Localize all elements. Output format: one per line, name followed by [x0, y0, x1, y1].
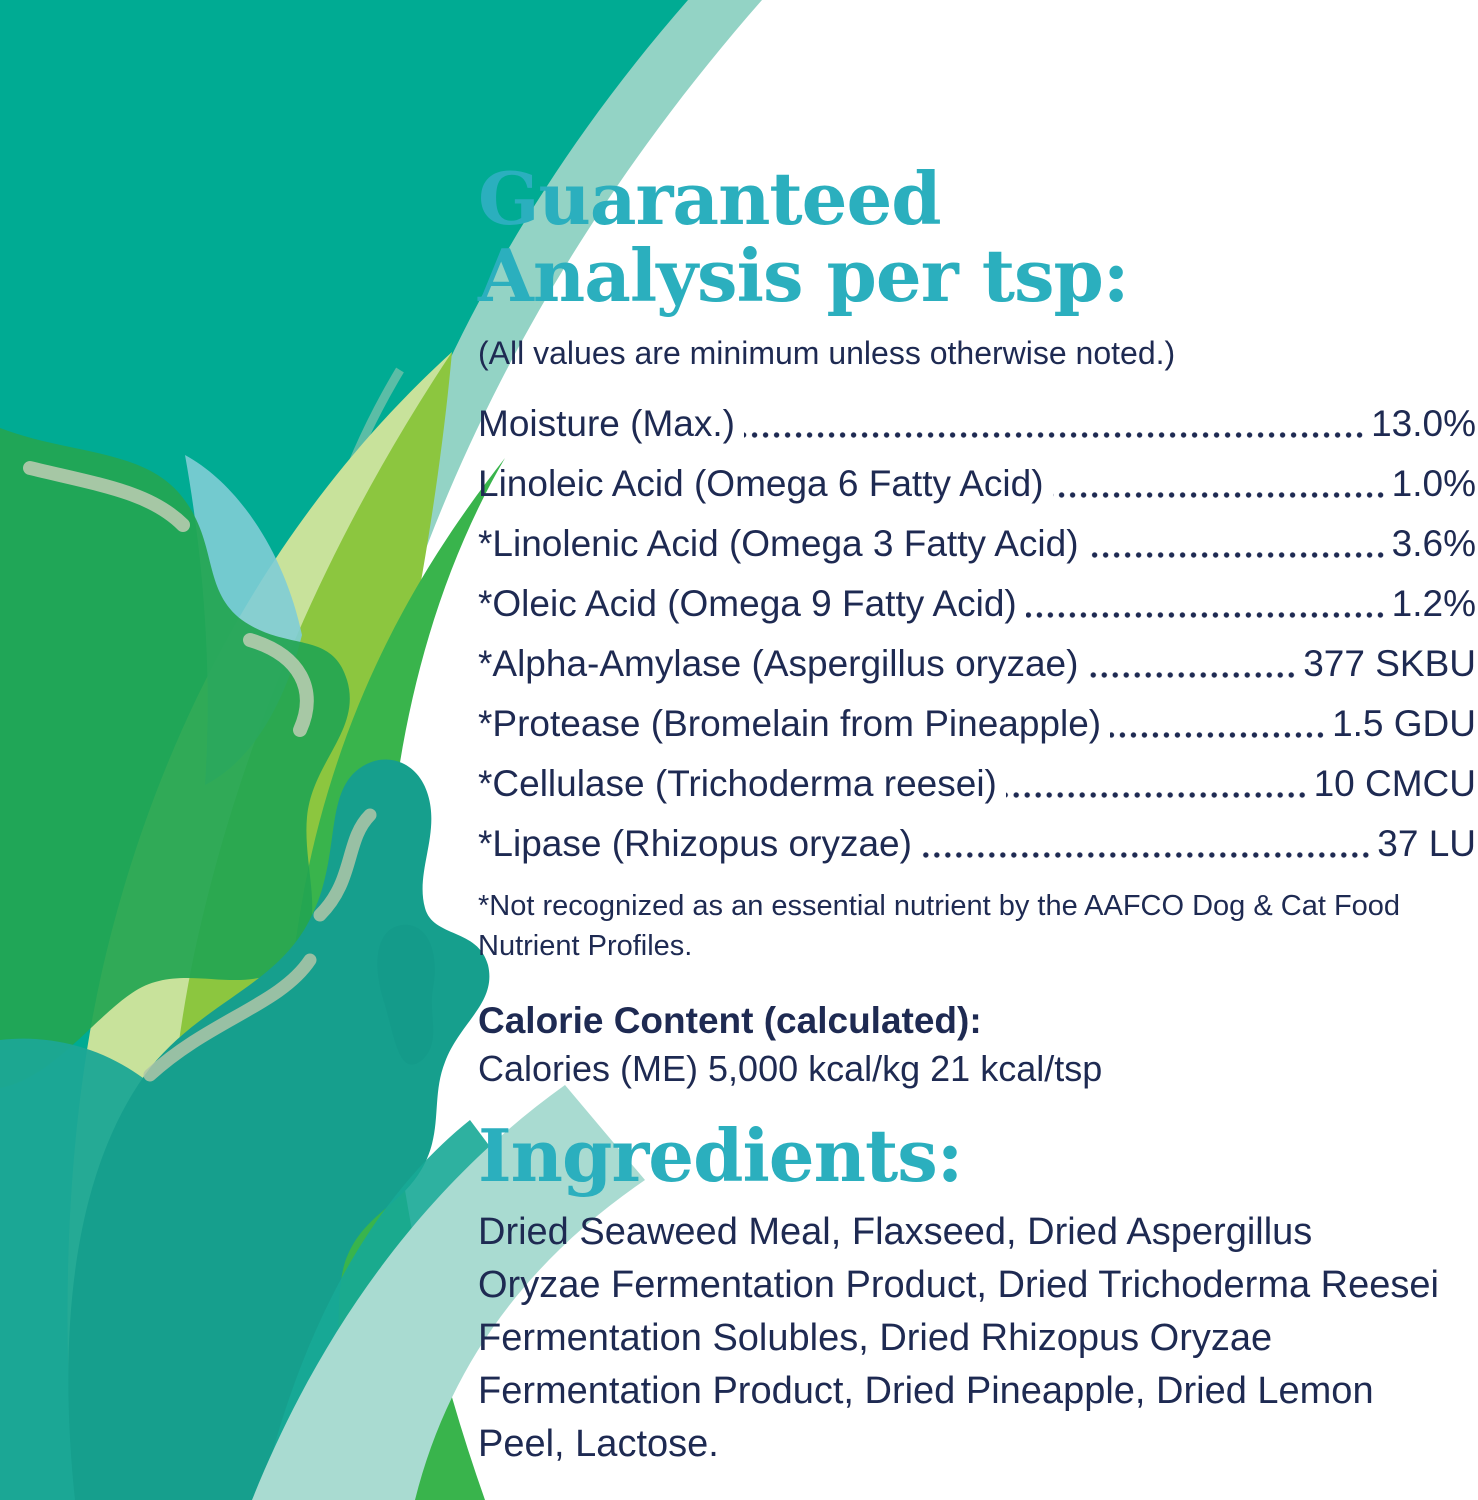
teal-kelp-blob: [0, 1038, 250, 1500]
analysis-row-label: *Oleic Acid (Omega 9 Fatty Acid): [478, 583, 1017, 625]
kelp-droplet: [377, 924, 435, 1065]
analysis-row: *Protease (Bromelain from Pineapple) 1.5 …: [478, 694, 1476, 754]
analysis-row: Moisture (Max.) 13.0%: [478, 394, 1476, 454]
calorie-content-heading: Calorie Content (calculated):: [478, 1000, 982, 1042]
dotted-leader: [1110, 732, 1327, 739]
analysis-row-label: *Alpha-Amylase (Aspergillus oryzae): [478, 643, 1079, 685]
yellow-green-blade: [164, 352, 452, 1500]
analysis-row-label: Linoleic Acid (Omega 6 Fatty Acid): [478, 463, 1044, 505]
analysis-row-label: *Linolenic Acid (Omega 3 Fatty Acid): [478, 523, 1079, 565]
dotted-leader: [1052, 492, 1386, 499]
guaranteed-analysis-title: Guaranteed Analysis per tsp:: [478, 160, 1478, 314]
light-blue-accent: [185, 455, 302, 785]
analysis-footnote: *Not recognized as an essential nutrient…: [478, 890, 1401, 963]
label-content: Guaranteed Analysis per tsp: (All values…: [478, 160, 1478, 1471]
analysis-row-value: 1.0%: [1391, 463, 1476, 505]
ingredients-title: Ingredients:: [478, 1113, 963, 1199]
analysis-row-value: 3.6%: [1391, 523, 1476, 565]
analysis-subtitle: (All values are minimum unless otherwise…: [478, 335, 1176, 372]
analysis-row-label: *Lipase (Rhizopus oryzae): [478, 823, 912, 865]
analysis-row-value: 37 LU: [1377, 823, 1476, 865]
analysis-row-value: 1.5 GDU: [1332, 703, 1476, 745]
analysis-row-label: *Cellulase (Trichoderma reesei): [478, 763, 997, 805]
title-line-2: Analysis per tsp:: [478, 233, 1129, 319]
ingredients-text: Dried Seaweed Meal, Flaxseed, Dried Aspe…: [478, 1211, 1439, 1466]
dotted-leader: [920, 852, 1372, 859]
analysis-row-label: *Protease (Bromelain from Pineapple): [478, 703, 1102, 745]
kelp-stem-line: [298, 367, 404, 1500]
analysis-row-value: 1.2%: [1391, 583, 1476, 625]
analysis-row: *Cellulase (Trichoderma reesei) 10 CMCU: [478, 754, 1476, 814]
analysis-row-value: 377 SKBU: [1303, 643, 1476, 685]
analysis-row-value: 10 CMCU: [1313, 763, 1476, 805]
analysis-row: *Lipase (Rhizopus oryzae) 37 LU: [478, 814, 1476, 874]
sage-highlight-upper: [23, 461, 314, 737]
bright-green-blade: [277, 458, 505, 1500]
sage-highlight-lower: [143, 808, 377, 1082]
title-line-1: Guaranteed: [478, 156, 942, 241]
green-lobed-kelp: [0, 428, 350, 1088]
analysis-table: Moisture (Max.) 13.0% Linoleic Acid (Omega…: [478, 394, 1478, 874]
analysis-row: Linoleic Acid (Omega 6 Fatty Acid) 1.0%: [478, 454, 1476, 514]
dotted-leader: [1087, 552, 1386, 559]
dotted-leader: [743, 432, 1366, 439]
analysis-row: *Linolenic Acid (Omega 3 Fatty Acid) 3.6%: [478, 514, 1476, 574]
analysis-row: *Oleic Acid (Omega 9 Fatty Acid) 1.2%: [478, 574, 1476, 634]
analysis-row-value: 13.0%: [1371, 403, 1476, 445]
dark-teal-lobed-kelp: [68, 759, 490, 1500]
analysis-row-label: Moisture (Max.): [478, 403, 735, 445]
pale-green-blade: [67, 352, 453, 1500]
dotted-leader: [1005, 792, 1308, 799]
dotted-leader: [1025, 612, 1386, 619]
dotted-leader: [1087, 672, 1298, 679]
analysis-row: *Alpha-Amylase (Aspergillus oryzae) 377 S…: [478, 634, 1476, 694]
calorie-content-text: Calories (ME) 5,000 kcal/kg 21 kcal/tsp: [478, 1048, 1103, 1090]
